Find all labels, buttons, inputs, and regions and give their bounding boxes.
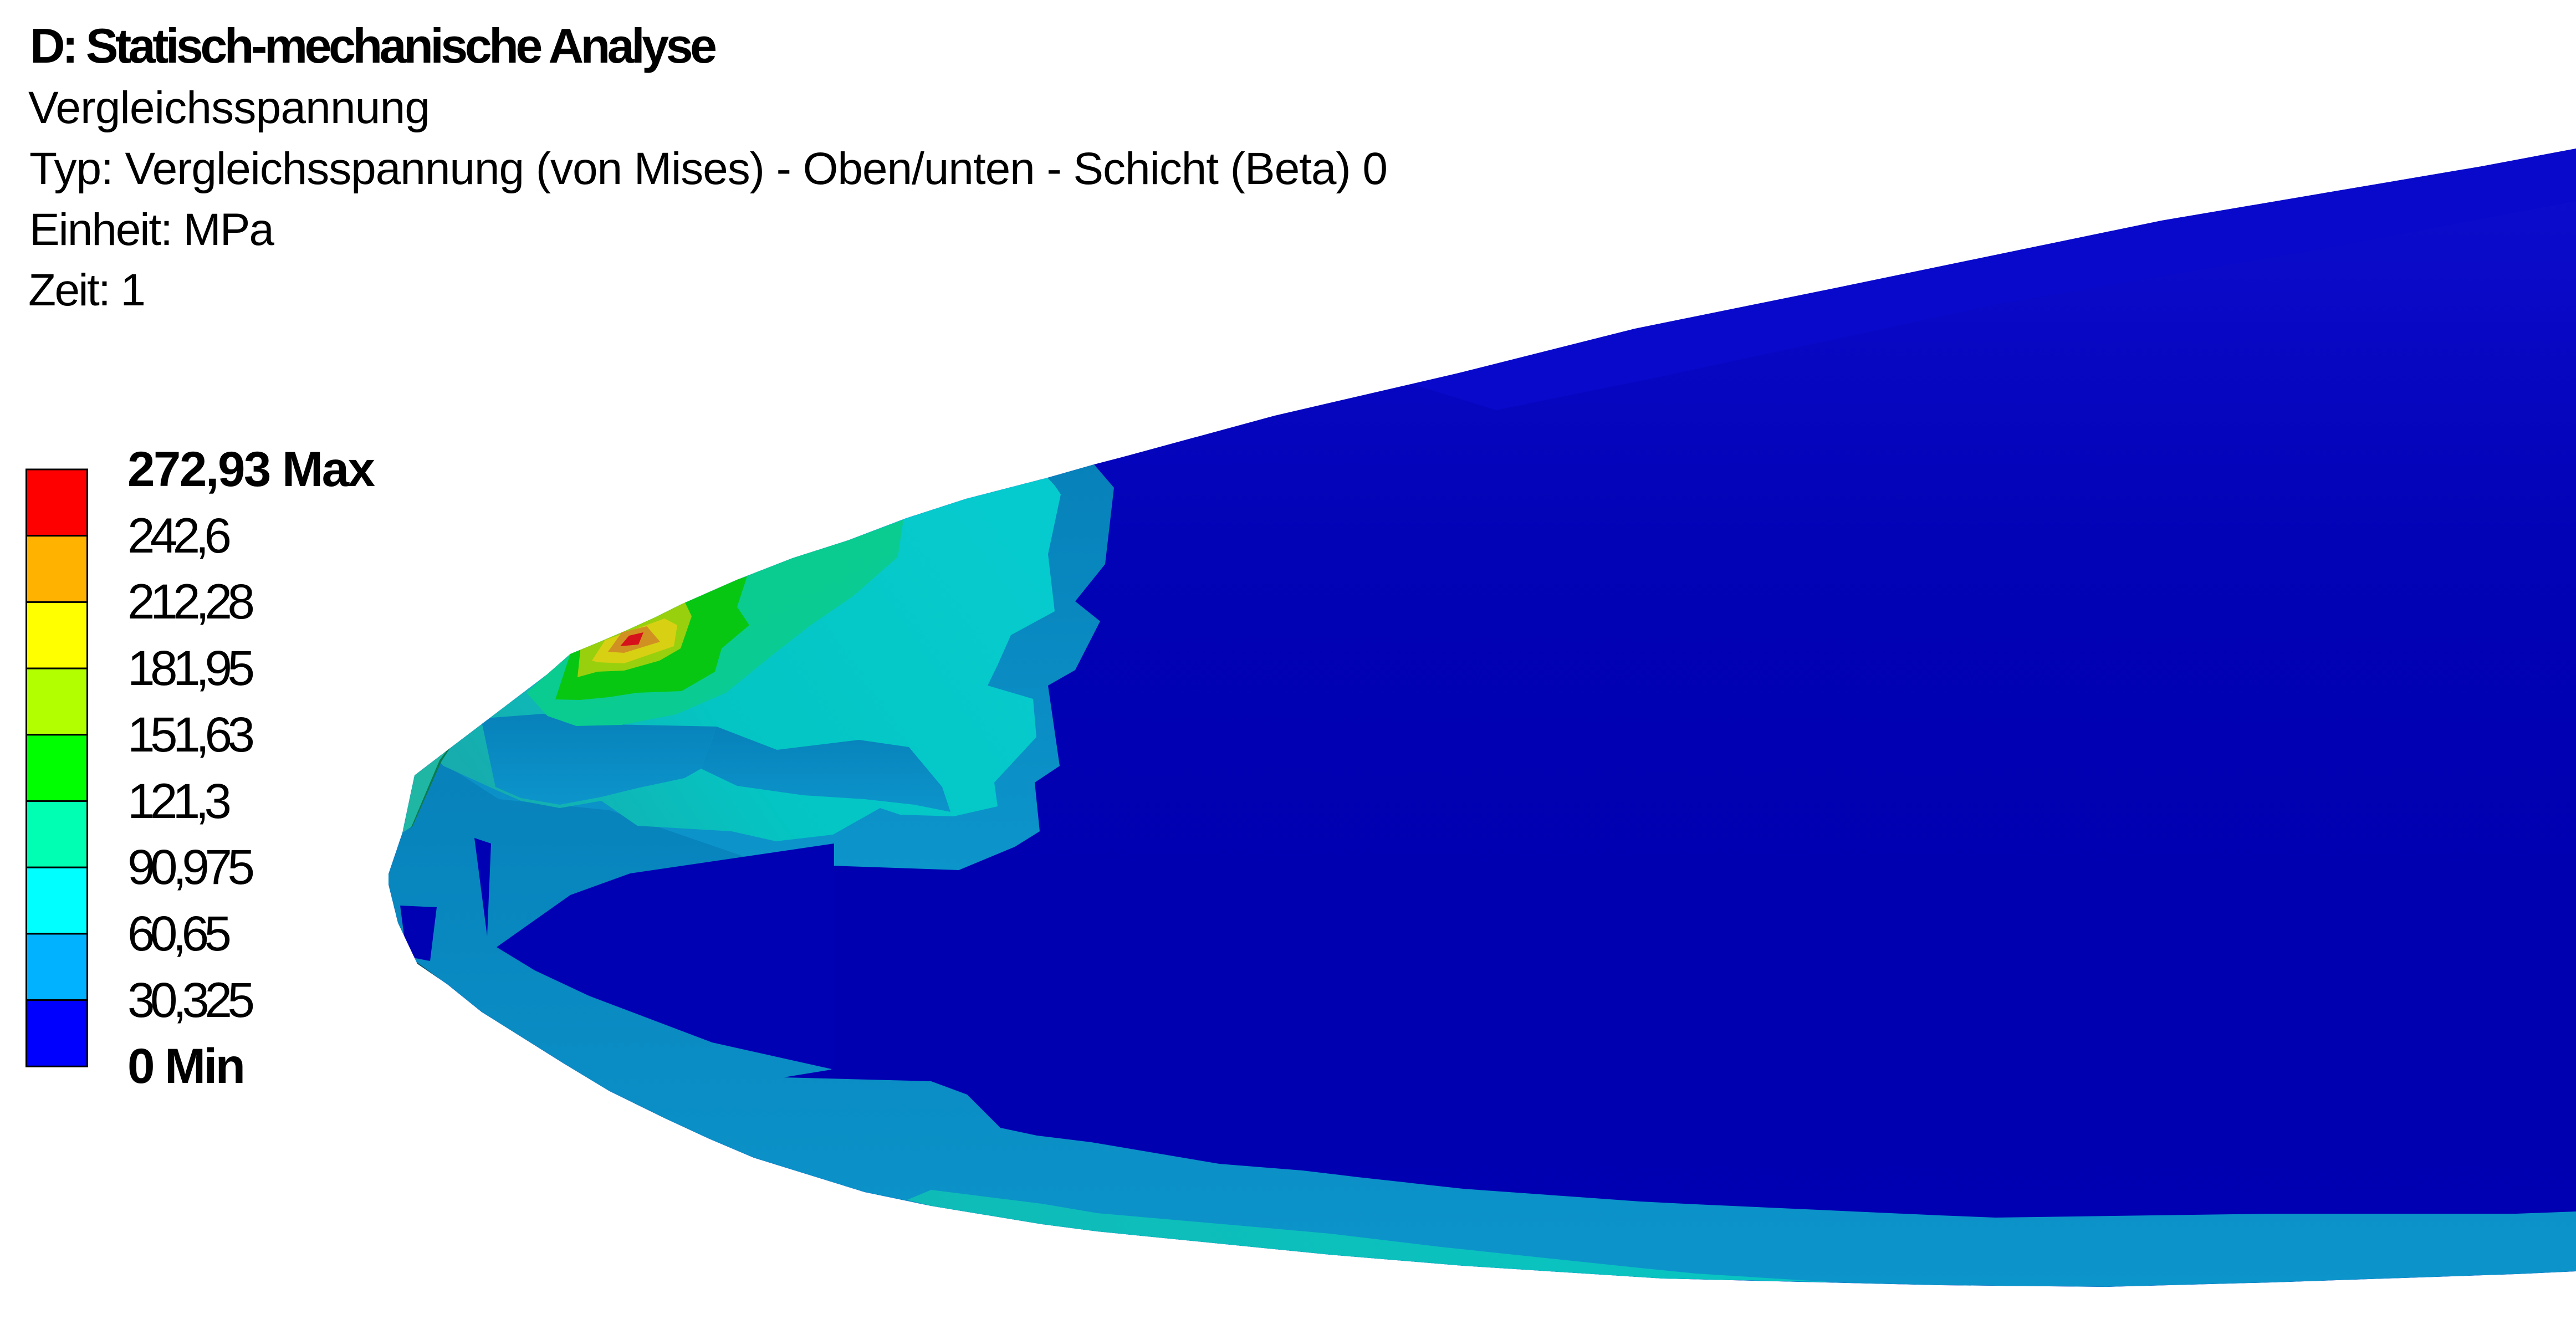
svg-text:Einheit: MPa: Einheit: MPa: [29, 205, 274, 255]
svg-text:242,6: 242,6: [127, 508, 232, 563]
svg-text:Zeit: 1: Zeit: 1: [28, 265, 146, 315]
svg-text:60,65: 60,65: [127, 906, 232, 961]
svg-text:181,95: 181,95: [127, 640, 255, 696]
svg-text:151,63: 151,63: [127, 707, 255, 762]
svg-text:D: Statisch-mechanische Analys: D: Statisch-mechanische Analyse: [30, 18, 717, 73]
svg-text:212,28: 212,28: [127, 574, 255, 629]
svg-text:Typ: Vergleichsspannung (von M: Typ: Vergleichsspannung (von Mises) - Ob…: [29, 144, 1388, 194]
svg-text:30,325: 30,325: [127, 972, 255, 1027]
svg-text:Vergleichsspannung: Vergleichsspannung: [28, 83, 430, 133]
svg-text:272,93 Max: 272,93 Max: [127, 441, 375, 497]
svg-text:90,975: 90,975: [127, 839, 255, 894]
svg-text:121,3: 121,3: [127, 773, 232, 829]
svg-text:0 Min: 0 Min: [127, 1038, 246, 1093]
